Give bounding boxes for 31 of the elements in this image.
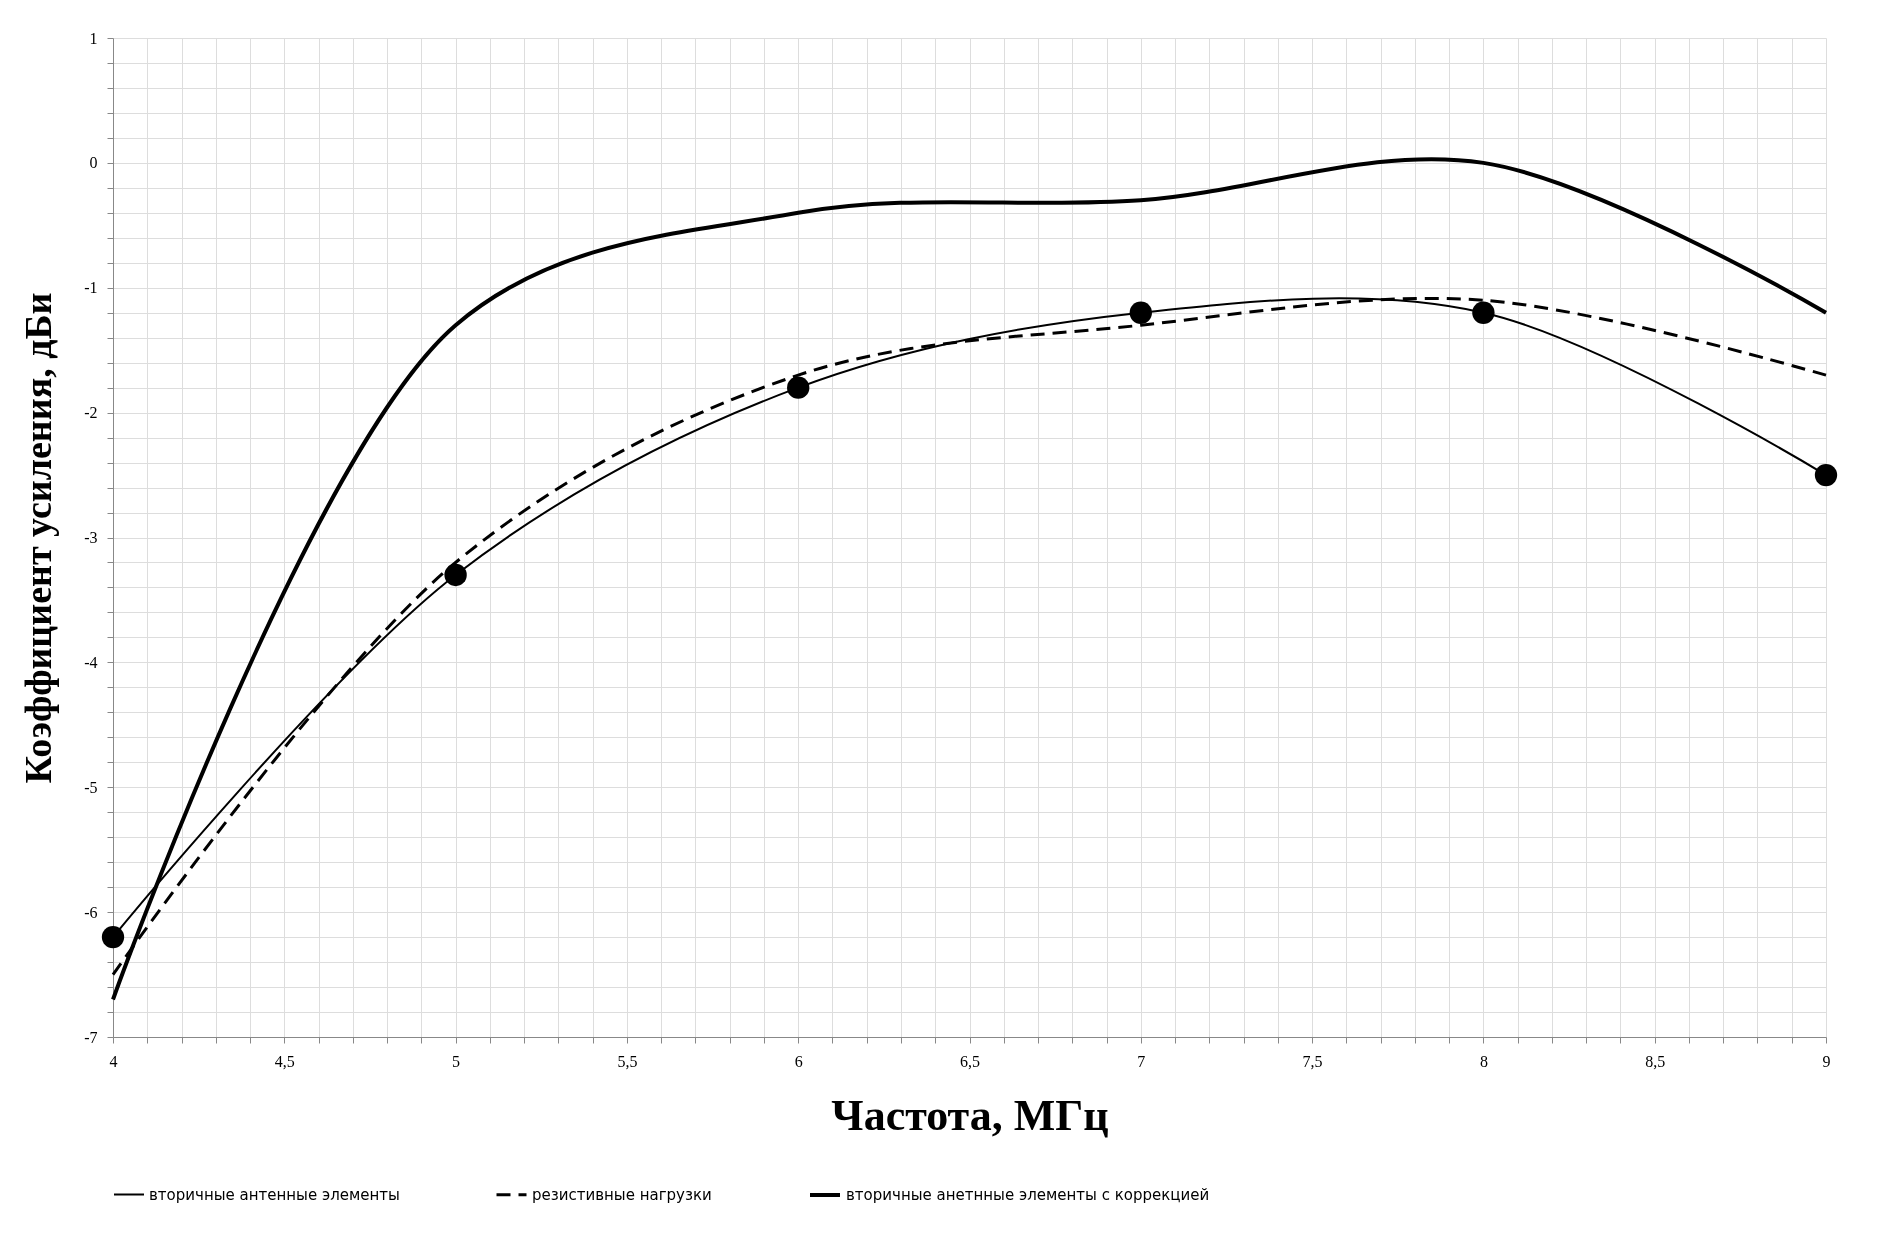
- x-tick-label: 5: [452, 1052, 461, 1070]
- x-tick-label: 7,5: [1302, 1052, 1323, 1070]
- point: [1129, 301, 1152, 324]
- legend-label: вторичные антенные элементы: [149, 1185, 400, 1204]
- x-tick-label: 7: [1137, 1052, 1146, 1070]
- x-tick-label: 8,5: [1645, 1052, 1666, 1070]
- point: [1472, 301, 1495, 324]
- y-tick-label: -3: [84, 529, 98, 546]
- point: [444, 563, 467, 587]
- x-tick-label: 5,5: [617, 1052, 638, 1070]
- y-tick-label: 1: [89, 29, 98, 47]
- x-tick-label: 4: [109, 1052, 118, 1070]
- y-axis-title: Коэффициент усиления, дБи: [17, 292, 60, 784]
- x-tick-label: 6,5: [960, 1052, 980, 1070]
- x-tick-label: 8: [1479, 1052, 1488, 1070]
- point: [787, 376, 810, 399]
- legend-label: вторичные анетнные элементы с коррекцией: [846, 1186, 1210, 1204]
- x-tick-label: 4,5: [274, 1052, 295, 1070]
- point: [101, 925, 125, 949]
- y-tick-label: -4: [84, 653, 98, 671]
- x-axis-title: Частота, МГц: [831, 1090, 1109, 1140]
- y-tick-label: -5: [84, 778, 98, 796]
- y-tick-label: -2: [84, 404, 98, 422]
- y-tick-label: -1: [84, 279, 98, 297]
- y-tick-label: -7: [84, 1028, 98, 1046]
- legend-label: резистивные нагрузки: [532, 1185, 712, 1204]
- x-tick-label: 6: [794, 1052, 803, 1070]
- point: [1814, 463, 1838, 487]
- y-tick-label: 0: [89, 154, 98, 172]
- x-tick-label: 9: [1822, 1052, 1831, 1070]
- y-tick-label: -6: [84, 903, 98, 921]
